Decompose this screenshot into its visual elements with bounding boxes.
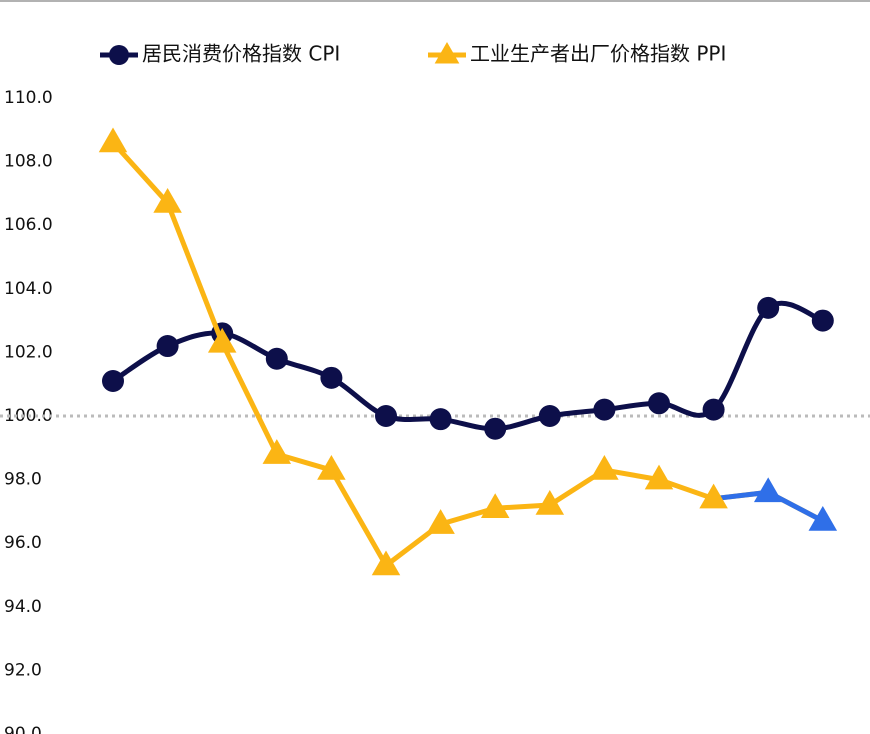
y-tick-label: 96.0 xyxy=(4,533,42,553)
point xyxy=(699,483,728,509)
point xyxy=(757,296,780,319)
point xyxy=(320,366,343,389)
point xyxy=(535,490,565,515)
point xyxy=(262,439,292,464)
point xyxy=(538,405,561,427)
point xyxy=(426,509,455,534)
legend-marker xyxy=(434,42,460,64)
point xyxy=(317,455,346,480)
y-tick-label: 110.0 xyxy=(4,88,53,108)
point xyxy=(808,505,838,531)
y-tick-label: 92.0 xyxy=(4,660,42,680)
series-line xyxy=(111,140,824,568)
y-tick-label: 106.0 xyxy=(4,215,53,235)
legend-label: 工业生产者出厂价格指数 PPI xyxy=(470,42,726,66)
y-tick-label: 90.0 xyxy=(4,724,42,734)
point xyxy=(702,398,725,421)
y-tick-label: 98.0 xyxy=(4,470,42,490)
point xyxy=(644,464,674,490)
point xyxy=(98,127,128,153)
point xyxy=(156,335,179,358)
point xyxy=(593,398,616,421)
y-tick-label: 104.0 xyxy=(4,279,53,299)
point xyxy=(375,405,397,427)
y-tick-label: 94.0 xyxy=(4,597,42,617)
point xyxy=(648,392,670,415)
point xyxy=(753,477,783,503)
point xyxy=(265,347,288,370)
point xyxy=(207,327,237,353)
point xyxy=(153,187,182,213)
point xyxy=(811,309,834,332)
y-tick-label: 102.0 xyxy=(4,342,53,362)
point xyxy=(590,455,619,480)
point xyxy=(371,550,401,576)
legend-label: 居民消费价格指数 CPI xyxy=(142,42,340,66)
point xyxy=(480,493,510,518)
point xyxy=(484,417,507,440)
point xyxy=(429,408,452,431)
legend-marker xyxy=(109,45,129,65)
y-tick-label: 108.0 xyxy=(4,152,53,172)
point xyxy=(102,370,124,393)
